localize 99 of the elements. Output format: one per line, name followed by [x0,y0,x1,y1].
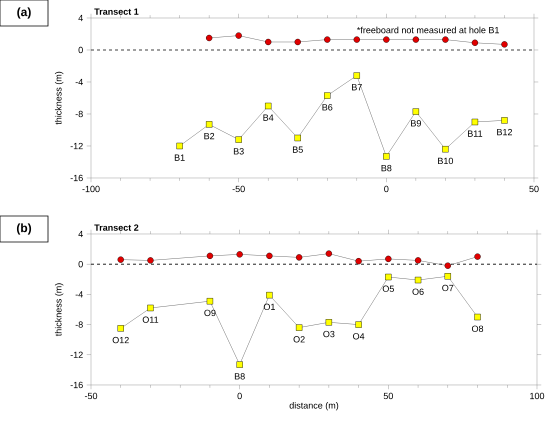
point [383,153,390,160]
annotation: B3 [234,148,244,154]
annotation: B2 [204,132,214,140]
point [235,136,242,143]
y-tick-label: -12 [70,142,83,150]
y-tick-label: -4 [76,291,83,298]
annotation: B4 [263,114,274,121]
point [147,257,154,264]
annotation: B6 [322,104,332,110]
y-tick-label: -8 [76,321,83,328]
point [444,262,451,269]
annotation: B9 [411,120,421,126]
x-tick-label: 100 [530,392,544,400]
point [474,253,481,260]
point [474,314,481,320]
x-tick-label: -50 [84,392,98,400]
annotation: B7 [352,84,362,90]
point [414,276,422,284]
annotation: O3 [323,330,334,338]
point [265,102,272,110]
annotation: B8 [234,373,245,380]
chart-subtitle: Transect 2 [94,224,138,231]
point [236,251,243,258]
y-tick-label: -12 [70,352,83,358]
chart-subtitle: Transect 1 [94,8,138,15]
point [355,258,362,264]
x-axis-title: distance (m) [290,402,338,410]
y-axis-title: thickness (m) [54,283,64,336]
point [266,252,273,260]
y-tick-label: 0 [78,260,83,268]
y-axis-title: thickness (m) [54,72,64,125]
point [296,254,302,261]
x-tick-label: 0 [384,186,388,192]
point [206,34,212,42]
annotation: B1 [174,154,185,161]
point [414,257,422,264]
x-tick-label: 0 [238,392,242,400]
point [176,142,183,150]
y-tick-label: 4 [78,14,83,22]
point [355,321,362,328]
point [442,146,449,152]
point [354,72,360,79]
point [501,117,508,124]
x-tick-label: -50 [232,186,245,192]
point [296,324,302,331]
chart-title: (b) [16,223,32,235]
point [501,41,508,48]
point [206,121,212,128]
annotation: O8 [472,326,484,332]
point [472,118,478,126]
y-tick-label: -16 [70,174,83,182]
point [442,36,449,43]
point [265,38,272,46]
y-tick-label: 4 [78,230,83,238]
point [354,36,360,43]
annotation: B8 [382,164,392,172]
point [206,298,214,304]
y-tick-label: -8 [76,110,83,118]
x-tick-label: -100 [82,186,100,192]
point [206,252,214,260]
annotation: O7 [442,284,454,292]
annotation: O1 [264,304,275,310]
point [324,92,330,99]
annotation: B12 [497,128,512,136]
point [236,361,243,368]
annotation: O11 [142,316,158,323]
y-tick-label: -4 [76,78,83,86]
annotation: O12 [112,336,129,344]
annotation: *freeboard not measured at hole B1 [357,26,499,34]
point [118,256,124,263]
point [266,292,273,298]
annotation: B5 [292,146,303,153]
point [147,304,154,312]
point [294,134,301,142]
x-tick-label: 50 [384,392,393,400]
point [326,250,332,257]
chart-title: (a) [17,7,31,19]
annotation: B11 [468,130,482,137]
point [294,38,301,46]
point [383,36,390,43]
annotation: O4 [353,333,364,340]
point [324,36,330,43]
point [412,108,420,115]
point [385,256,392,262]
annotation: B10 [438,158,454,164]
annotation: O2 [294,336,305,343]
point [385,274,392,280]
x-tick-label: 50 [529,186,539,192]
annotation: O5 [382,286,394,292]
y-tick-label: -16 [70,382,83,388]
point [235,32,242,39]
point [412,36,420,43]
point [118,325,124,332]
y-tick-label: 0 [78,46,83,54]
annotation: O9 [204,310,216,316]
annotation: O6 [412,288,424,295]
point [472,40,478,46]
point [444,273,451,280]
point [326,319,332,326]
